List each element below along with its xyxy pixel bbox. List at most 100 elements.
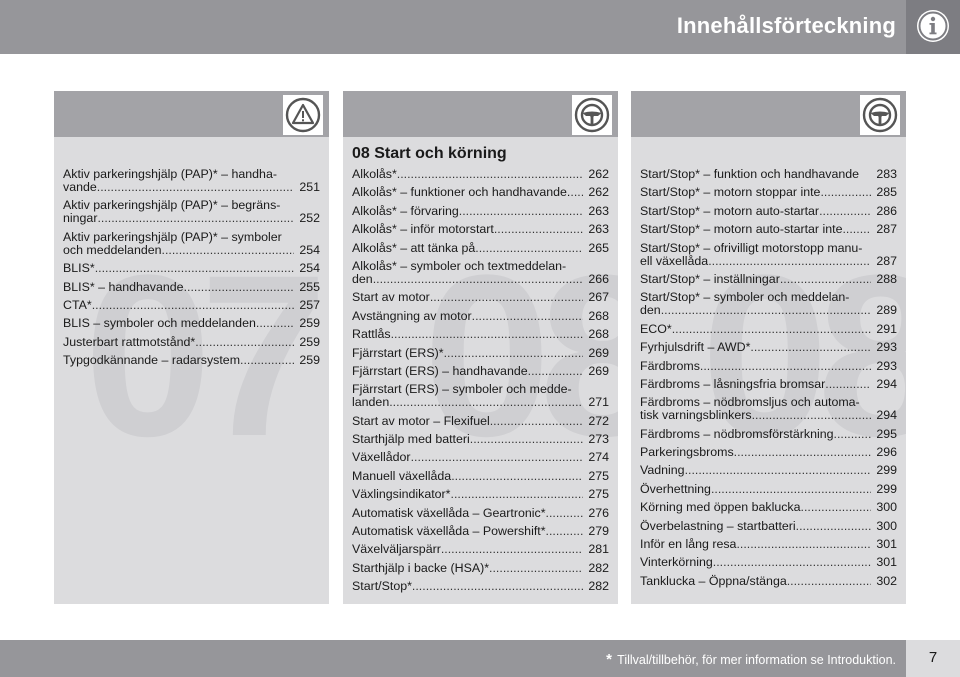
toc-entry[interactable]: Aktiv parkeringshjälp (PAP)* – symboler o… [63,230,320,257]
dot-leader [708,255,871,268]
toc-entry[interactable]: Start/Stop* 282 [352,580,609,593]
toc-entry-page: 301 [876,537,897,552]
toc-entry[interactable]: Växelväljarspärr 281 [352,543,609,556]
toc-entry[interactable]: BLIS* 254 [63,262,320,275]
toc-entry[interactable]: Avstängning av motor 268 [352,309,609,323]
toc-entry[interactable]: CTA* 257 [63,297,320,312]
toc-entry[interactable]: Alkolås* – förvaring 263 [352,203,609,218]
dot-leader [842,223,871,236]
toc-entry[interactable]: Start/Stop* – ofrivilligt motorstopp man… [640,240,897,268]
toc-entry[interactable]: ECO* 291 [640,321,897,336]
toc-entry-page: 295 [876,426,897,441]
dot-leader [819,205,871,218]
dot-leader [444,347,583,360]
toc-entry[interactable]: Överbelastning – startbatteri 300 [640,518,897,533]
steering-wheel-icon [574,97,610,133]
toc-entry[interactable]: Fjärrstart (ERS) – symboler och medde-la… [352,383,609,409]
toc-entry-page: 300 [876,500,897,515]
toc-entry[interactable]: Körning med öppen baklucka 300 [640,501,897,514]
dot-leader [494,223,583,236]
toc-entry[interactable]: Start av motor – Flexifuel 272 [352,414,609,428]
toc-entry[interactable]: Aktiv parkeringshjälp (PAP)* – handha-va… [63,168,320,194]
toc-entry[interactable]: Start av motor 267 [352,291,609,304]
toc-entry-title: Starthjälp med batteri [352,432,470,447]
toc-entry-page: 302 [876,573,897,588]
toc-entry[interactable]: Justerbart rattmotstånd* 259 [63,335,320,349]
toc-entry-title: Start/Stop* – funktion och handhavande [640,167,860,181]
toc-entry-page: 257 [299,297,320,312]
toc-entry-title-first-line: Alkolås* – symboler och textmeddelan- [352,258,567,273]
toc-entry-title: Fjärrstart (ERS) – handhavande [352,363,528,378]
toc-entry-title: Tanklucka – Öppna/stänga [640,573,787,588]
toc-entry[interactable]: Start/Stop* – funktion och handhavande 28… [640,168,897,181]
dot-leader [752,409,871,422]
toc-entry[interactable]: Tanklucka – Öppna/stänga 302 [640,573,897,588]
toc-entry-page: 283 [876,167,897,181]
dot-leader [240,354,294,367]
toc-entry-title-first-line: Start/Stop* – ofrivilligt motorstopp man… [640,240,863,255]
toc-entry-title: ECO* [640,321,672,336]
toc-entry[interactable]: Växlingsindikator* 275 [352,488,609,501]
toc-entry[interactable]: Överhettning 299 [640,482,897,496]
toc-entry[interactable]: Aktiv parkeringshjälp (PAP)* – begräns-n… [63,199,320,225]
toc-entry-page: 263 [588,203,609,218]
toc-entry[interactable]: Start/Stop* – symboler och meddelan-den 2… [640,291,897,317]
toc-entry[interactable]: Färdbroms – nödbromsförstärkning 295 [640,426,897,441]
toc-entry[interactable]: Vadning 299 [640,464,897,477]
toc-entry[interactable]: Parkeringsbroms 296 [640,446,897,459]
toc-entry[interactable]: Start/Stop* – motorn stoppar inte 285 [640,186,897,199]
dot-leader [470,433,583,446]
toc-entry[interactable]: Färdbroms – låsningsfria bromsar 294 [640,377,897,391]
toc-entry-page: 294 [876,408,897,423]
toc-entry[interactable]: BLIS – symboler och meddelanden 259 [63,317,320,330]
toc-entry-title: BLIS* – handhavande [63,279,184,294]
toc-entry[interactable]: Inför en lång resa 301 [640,538,897,551]
toc-entry-title: Alkolås* – förvaring [352,203,459,218]
info-button[interactable] [906,0,960,54]
toc-entry-title: den [352,271,373,286]
dot-leader [472,310,583,323]
toc-entry-page: 251 [299,180,320,194]
toc-entry-page: 254 [299,242,320,257]
dot-leader [801,501,872,514]
toc-entry-title: Start/Stop* [352,579,412,594]
toc-entry[interactable]: Start/Stop* – motorn auto-startar inte 28… [640,223,897,236]
toc-entry-title: Start/Stop* – motorn stoppar inte [640,185,821,200]
column-header [343,91,618,137]
toc-entry[interactable]: Typgodkännande – radarsystem 259 [63,354,320,367]
toc-entry[interactable]: Alkolås* – funktioner och handhavande. 26… [352,186,609,199]
toc-entry[interactable]: Fyrhjulsdrift – AWD* 293 [640,341,897,354]
toc-entry[interactable]: Start/Stop* – motorn auto-startar 286 [640,203,897,218]
toc-entry-title: landen [352,395,390,410]
toc-entry[interactable]: Manuell växellåda 275 [352,469,609,483]
toc-entry[interactable]: Fjärrstart (ERS) – handhavande 269 [352,363,609,378]
toc-entry-page: 300 [876,518,897,533]
dot-leader [570,186,583,199]
toc-entry[interactable]: Vinterkörning 301 [640,556,897,569]
toc-entry-title: Start/Stop* – motorn auto-startar [640,203,820,218]
toc-entry[interactable]: Fjärrstart (ERS)* 269 [352,346,609,360]
toc-entry[interactable]: Starthjälp med batteri 273 [352,433,609,446]
toc-entry[interactable]: BLIS* – handhavande 255 [63,279,320,294]
toc-entry[interactable]: Växellådor 274 [352,451,609,464]
toc-list: Start/Stop* – funktion och handhavande 28… [640,168,897,593]
toc-entry[interactable]: Färdbroms – nödbromsljus och automa-tisk… [640,396,897,422]
toc-entry[interactable]: Automatisk växellåda – Geartronic* 276 [352,505,609,520]
toc-entry-title-first-line: Aktiv parkeringshjälp (PAP)* – handha- [63,167,277,181]
toc-entry-title: Körning med öppen baklucka [640,500,801,515]
toc-entry[interactable]: Starthjälp i backe (HSA)* 282 [352,561,609,575]
footnote-star: * [606,651,612,668]
toc-entry[interactable]: Alkolås* – att tänka på 265 [352,241,609,255]
toc-entry-title: Start/Stop* – motorn auto-startar inte [640,222,843,237]
dot-leader [711,483,871,496]
toc-entry-page: 276 [588,505,609,520]
toc-entry[interactable]: Alkolås* – symboler och textmeddelan-den… [352,258,609,286]
toc-entry[interactable]: Alkolås* 262 [352,168,609,181]
toc-entry[interactable]: Rattlås 268 [352,328,609,341]
toc-entry[interactable]: Alkolås* – inför motorstart 263 [352,223,609,236]
toc-entry[interactable]: Start/Stop* – inställningar 288 [640,272,897,286]
dot-leader [475,242,583,255]
toc-entry[interactable]: Färdbroms 293 [640,359,897,373]
toc-entry-title: Växelväljarspärr [352,542,441,557]
toc-entry[interactable]: Automatisk växellåda – Powershift* 279 [352,525,609,538]
